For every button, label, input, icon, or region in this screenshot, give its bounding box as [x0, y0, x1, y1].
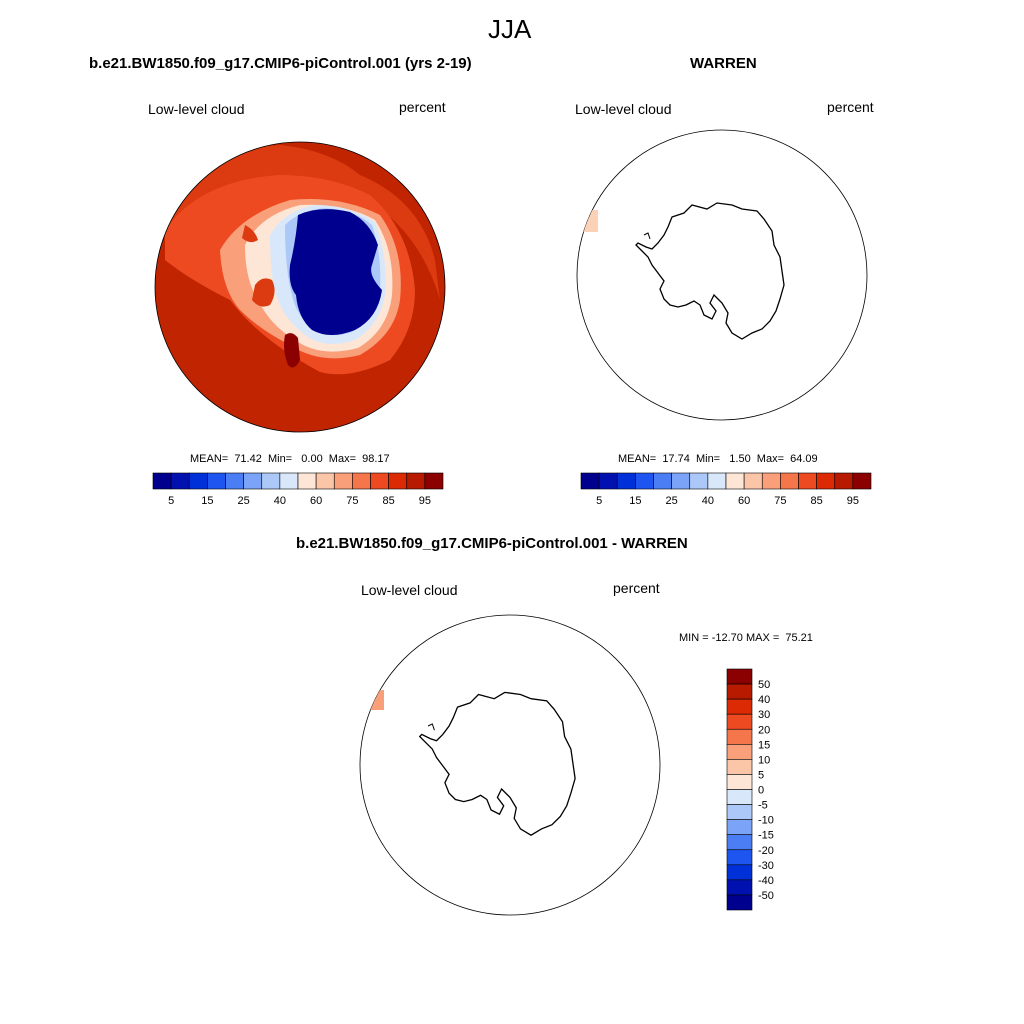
obs-colorbar-swatch [671, 472, 691, 490]
model-colorbar-tick-label: 60 [310, 495, 322, 507]
diff-colorbar-tick-label: -30 [758, 860, 774, 872]
model-colorbar-tick-label: 85 [383, 495, 395, 507]
diff-colorbar-tick-label: 10 [758, 754, 770, 766]
model-colorbar-swatch [170, 472, 190, 490]
figure-title: JJA [488, 14, 532, 44]
model-map [154, 141, 446, 433]
obs-colorbar-tick-label: 85 [811, 495, 823, 507]
obs-colorbar-swatch [616, 472, 636, 490]
model-colorbar-tick-label: 25 [238, 495, 250, 507]
model-colorbar-swatch [297, 472, 317, 490]
obs-colorbar-swatch [816, 472, 836, 490]
model-colorbar-swatch [315, 472, 335, 490]
model-colorbar-swatch [152, 472, 172, 490]
obs-colorbar-swatch [780, 472, 799, 490]
diff-colorbar-swatch [726, 834, 753, 851]
diff-variable-label: Low-level cloud [361, 582, 458, 598]
model-colorbar-tick-label: 40 [274, 495, 286, 507]
diff-colorbar-tick-label: -40 [758, 875, 774, 887]
diff-colorbar-swatch [726, 759, 753, 775]
obs-colorbar-swatch [725, 472, 745, 490]
obs-colorbar-swatch [707, 472, 727, 490]
model-colorbar-swatch [261, 472, 281, 490]
diff-colorbar-tick-label: -5 [758, 800, 768, 812]
obs-colorbar-tick-label: 60 [738, 495, 750, 507]
obs-colorbar-swatch [635, 472, 654, 490]
diff-colorbar-tick-label: 40 [758, 694, 770, 706]
model-colorbar-tick-label: 5 [168, 495, 174, 507]
obs-colorbar-tick-label: 25 [666, 495, 678, 507]
diff-colorbar-tick-label: 5 [758, 769, 764, 781]
diff-minmax: MIN = -12.70 MAX = 75.21 [679, 632, 813, 644]
model-colorbar-swatch [370, 472, 389, 490]
obs-colorbar-tick-label: 15 [629, 495, 641, 507]
obs-colorbar-swatch [598, 472, 618, 490]
model-colorbar-swatch [188, 472, 208, 490]
model-panel-title: b.e21.BW1850.f09_g17.CMIP6-piControl.001… [89, 55, 472, 72]
diff-colorbar-swatch [726, 744, 753, 760]
model-stats: MEAN= 71.42 Min= 0.00 Max= 98.17 [190, 453, 390, 465]
diff-colorbar-tick-label: -20 [758, 845, 774, 857]
model-colorbar-tick-label: 95 [419, 495, 431, 507]
model-colorbar-swatch [388, 472, 408, 490]
obs-colorbar-tick-label: 95 [847, 495, 859, 507]
model-colorbar-swatch [406, 472, 426, 490]
obs-colorbar-swatch [743, 472, 763, 490]
diff-colorbar-tick-label: -10 [758, 815, 774, 827]
model-colorbar-tick-label: 75 [346, 495, 358, 507]
diff-colorbar-tick-label: 50 [758, 679, 770, 691]
model-variable-label: Low-level cloud [148, 101, 245, 117]
obs-colorbar-swatch [653, 472, 672, 490]
diff-colorbar-swatch [726, 713, 753, 730]
model-colorbar-swatch [207, 472, 226, 490]
obs-variable-label: Low-level cloud [575, 101, 672, 117]
obs-colorbar-tick-label: 5 [596, 495, 602, 507]
obs-colorbar-swatch [834, 472, 854, 490]
model-colorbar-swatch [243, 472, 263, 490]
diff-colorbar-swatch [726, 894, 753, 911]
obs-colorbar-swatch [689, 472, 709, 490]
obs-colorbar-swatch [852, 472, 872, 490]
diff-colorbar-swatch [726, 774, 753, 790]
diff-colorbar-swatch [726, 789, 753, 805]
diff-colorbar-tick-label: 15 [758, 739, 770, 751]
model-colorbar-swatch [333, 472, 353, 490]
model-colorbar: 5 15 25 40 60 75 85 95 [152, 472, 444, 507]
diff-colorbar-tick-label: 20 [758, 724, 770, 736]
diff-units-label: percent [613, 580, 660, 596]
obs-panel-title: WARREN [690, 55, 757, 72]
obs-colorbar-swatch [761, 472, 781, 490]
diff-colorbar-tick-label: -15 [758, 830, 774, 842]
diff-colorbar-swatch [726, 668, 753, 685]
diff-colorbar-swatch [726, 864, 753, 881]
diff-colorbar-swatch [726, 698, 753, 715]
obs-colorbar-tick-label: 40 [702, 495, 714, 507]
diff-panel-title: b.e21.BW1850.f09_g17.CMIP6-piControl.001… [296, 535, 688, 552]
diff-colorbar-tick-label: 0 [758, 785, 764, 797]
model-colorbar-swatch [424, 472, 444, 490]
diff-colorbar-tick-label: -50 [758, 890, 774, 902]
diff-colorbar-swatch [726, 819, 753, 835]
obs-units-label: percent [827, 99, 874, 115]
obs-colorbar-swatch [580, 472, 600, 490]
obs-map [576, 129, 868, 421]
diff-colorbar-swatch [726, 804, 753, 820]
model-colorbar-tick-label: 15 [201, 495, 213, 507]
model-units-label: percent [399, 99, 446, 115]
model-colorbar-swatch [279, 472, 299, 490]
diff-map [359, 614, 661, 916]
obs-colorbar-tick-label: 75 [774, 495, 786, 507]
model-colorbar-swatch [352, 472, 371, 490]
obs-colorbar-swatch [798, 472, 817, 490]
model-colorbar-swatch [225, 472, 244, 490]
obs-colorbar: 5 15 25 40 60 75 85 95 [580, 472, 872, 507]
diff-colorbar-swatch [726, 849, 753, 866]
diff-colorbar-tick-label: 30 [758, 709, 770, 721]
diff-colorbar-swatch [726, 683, 753, 700]
diff-colorbar-swatch [726, 728, 753, 745]
diff-colorbar-swatch [726, 879, 753, 896]
obs-stats: MEAN= 17.74 Min= 1.50 Max= 64.09 [618, 453, 818, 465]
